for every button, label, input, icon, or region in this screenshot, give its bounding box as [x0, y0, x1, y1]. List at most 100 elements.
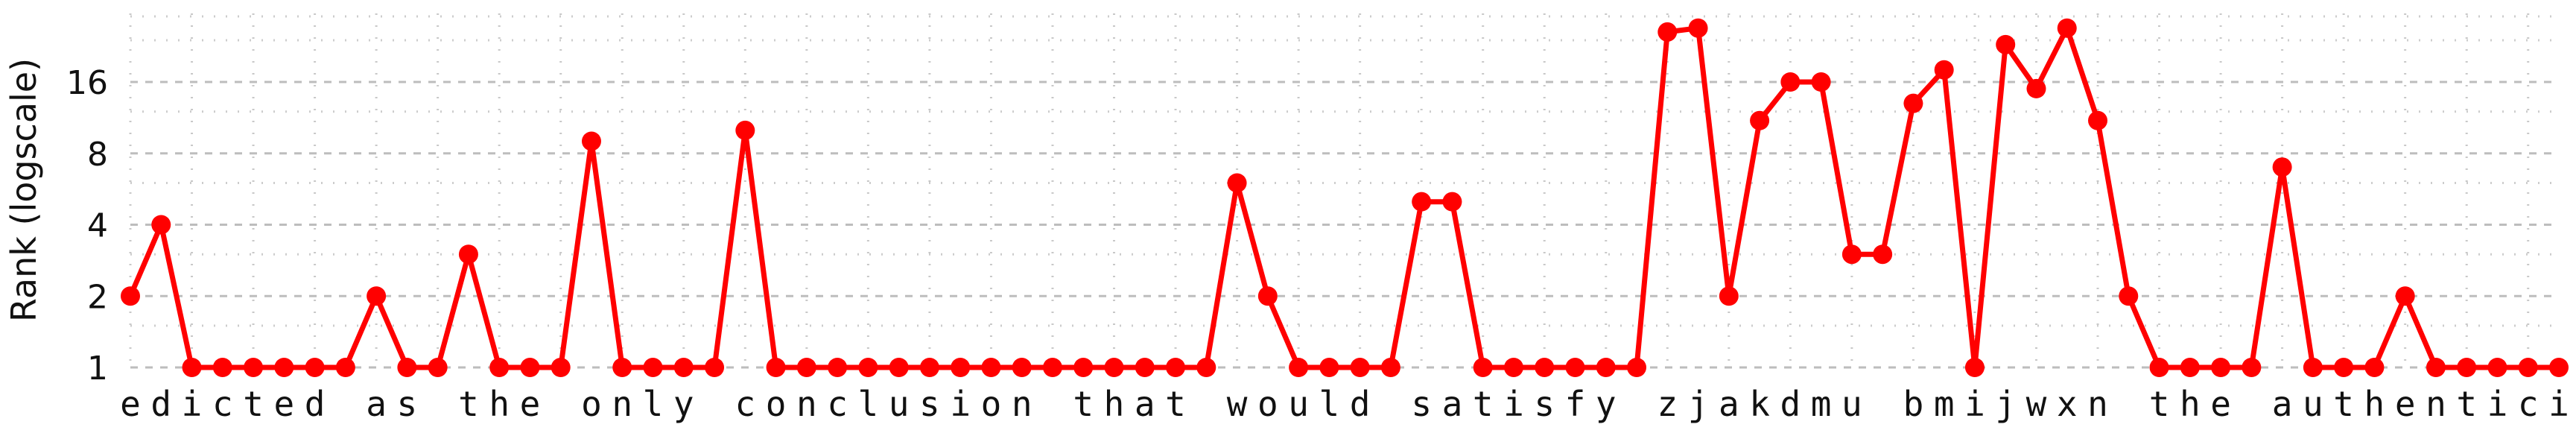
data-point	[2088, 110, 2108, 130]
data-point	[1166, 358, 1186, 377]
x-tick-label: c	[2518, 384, 2539, 424]
data-point	[1289, 358, 1309, 377]
y-axis: 1 2 4 8 16	[66, 64, 108, 388]
y-tick-label: 1	[87, 350, 108, 388]
data-point	[1535, 358, 1555, 377]
x-tick-label: h	[2180, 384, 2201, 424]
x-tick-label: b	[1903, 384, 1924, 424]
x-tick-label: o	[766, 384, 787, 424]
data-point	[2272, 157, 2292, 177]
data-point	[182, 358, 202, 377]
x-tick-label: y	[1596, 384, 1617, 424]
x-tick-label: d	[305, 384, 326, 424]
data-point	[766, 358, 786, 377]
data-point	[1042, 358, 1062, 377]
x-tick-label: w	[2026, 384, 2047, 424]
series-line	[127, 25, 2559, 370]
x-tick-label: x	[2057, 384, 2078, 424]
x-tick-label: i	[2487, 384, 2508, 424]
rank-series	[121, 18, 2569, 377]
x-tick-label: s	[397, 384, 418, 424]
data-point	[2211, 358, 2231, 377]
x-tick-label: u	[889, 384, 910, 424]
x-tick-label: n	[612, 384, 632, 424]
data-point	[397, 358, 417, 377]
data-point	[1135, 358, 1155, 377]
x-tick-label: j	[1688, 384, 1709, 424]
data-point	[2334, 358, 2354, 377]
x-tick-label: i	[950, 384, 971, 424]
x-tick-label: h	[1104, 384, 1125, 424]
data-point	[1596, 358, 1616, 377]
data-point	[643, 358, 663, 377]
x-tick-label: n	[2426, 384, 2446, 424]
x-tick-label: l	[643, 384, 664, 424]
y-axis-label: Rank (logscale)	[4, 58, 44, 322]
data-point	[1811, 72, 1831, 92]
y-tick-label: 16	[66, 64, 108, 102]
data-point	[1627, 358, 1647, 377]
data-point	[1442, 192, 1462, 212]
data-point	[705, 358, 725, 377]
data-point	[2518, 358, 2538, 377]
data-point	[1503, 358, 1523, 377]
data-point	[796, 358, 816, 377]
y-tick-label: 8	[87, 136, 108, 174]
x-tick-label: t	[1473, 384, 1494, 424]
data-point	[1104, 358, 1124, 377]
x-tick-label: z	[1657, 384, 1678, 424]
x-tick-label: m	[1811, 384, 1832, 424]
data-point	[889, 358, 909, 377]
x-tick-label: i	[182, 384, 203, 424]
data-point	[335, 358, 355, 377]
data-point	[2549, 358, 2569, 377]
data-point	[244, 358, 264, 377]
x-tick-label: e	[2395, 384, 2416, 424]
x-tick-label: e	[120, 384, 141, 424]
x-tick-label: t	[1165, 384, 1186, 424]
x-tick-label: a	[366, 384, 387, 424]
data-point	[1996, 34, 2016, 54]
data-point	[1841, 244, 1862, 265]
data-point	[858, 358, 878, 377]
data-point	[1319, 358, 1339, 377]
data-point	[1688, 18, 1708, 38]
x-tick-label: a	[1442, 384, 1463, 424]
data-point	[2364, 358, 2385, 377]
x-tick-label: t	[2149, 384, 2170, 424]
data-point	[2119, 286, 2139, 306]
data-point	[367, 286, 387, 306]
data-point	[489, 358, 510, 377]
data-point	[1903, 93, 1923, 113]
data-point	[2057, 18, 2077, 38]
x-tick-label: u	[1841, 384, 1862, 424]
x-tick-label: e	[520, 384, 541, 424]
data-point	[981, 358, 1001, 377]
x-tick-label: s	[919, 384, 940, 424]
x-tick-label: s	[1534, 384, 1555, 424]
x-tick-label: n	[1012, 384, 1032, 424]
data-point	[735, 120, 755, 140]
x-tick-label: i	[1503, 384, 1524, 424]
x-tick-label: w	[1227, 384, 1248, 424]
x-tick-label: k	[1749, 384, 1770, 424]
x-tick-label: a	[1719, 384, 1739, 424]
x-tick-label: t	[2456, 384, 2477, 424]
x-tick-label: c	[212, 384, 233, 424]
data-point	[581, 131, 601, 151]
y-tick-label: 2	[87, 278, 108, 316]
data-point	[673, 358, 694, 377]
x-tick-label: e	[2210, 384, 2231, 424]
data-point	[2487, 358, 2507, 377]
data-point	[1412, 192, 1432, 212]
data-point	[121, 286, 140, 306]
data-point	[428, 358, 448, 377]
data-point	[1719, 286, 1739, 306]
x-tick-label: l	[858, 384, 879, 424]
data-point	[1196, 358, 1216, 377]
x-tick-label: f	[1565, 384, 1586, 424]
data-point	[1873, 244, 1893, 265]
data-point	[951, 358, 971, 377]
data-point	[828, 358, 848, 377]
